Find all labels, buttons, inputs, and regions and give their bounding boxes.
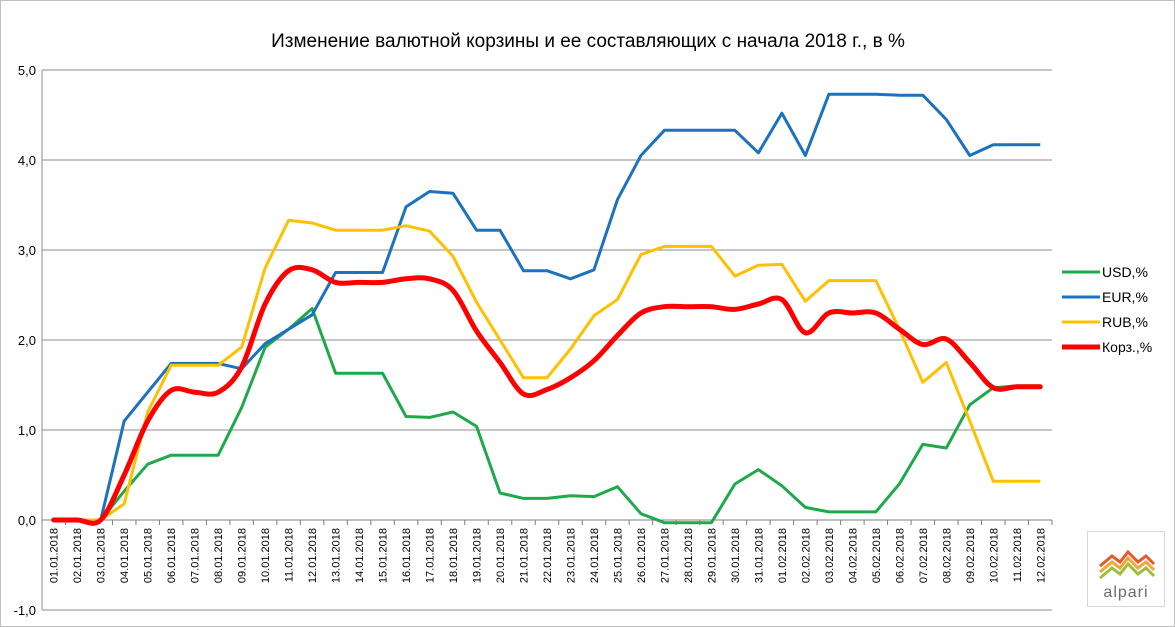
x-tick-label: 30.01.2018 xyxy=(730,528,742,583)
chart-title: Изменение валютной корзины и ее составля… xyxy=(271,31,905,52)
y-tick-label: 0,0 xyxy=(18,513,36,528)
alpari-logo-text: alpari xyxy=(1103,584,1149,601)
x-tick-label: 03.02.2018 xyxy=(824,528,836,583)
legend-label: EUR,% xyxy=(1102,289,1148,305)
x-tick-label: 07.01.2018 xyxy=(190,528,202,583)
y-tick-label: 1,0 xyxy=(18,423,36,438)
x-tick-label: 08.01.2018 xyxy=(213,528,225,583)
y-tick-label: 4,0 xyxy=(18,153,36,168)
x-tick-label: 10.02.2018 xyxy=(988,528,1000,583)
series-line-корз xyxy=(51,264,1043,526)
x-tick-label: 05.02.2018 xyxy=(871,528,883,583)
y-tick-label: -1,0 xyxy=(14,603,36,618)
x-tick-label: 19.01.2018 xyxy=(472,528,484,583)
y-tick-label: 2,0 xyxy=(18,333,36,348)
x-tick-label: 15.01.2018 xyxy=(378,528,390,583)
x-tick-label: 16.01.2018 xyxy=(401,528,413,583)
x-tick-label: 20.01.2018 xyxy=(495,528,507,583)
y-axis-ticks: -1,0 0,0 1,0 2,0 3,0 4,0 5,0 xyxy=(14,63,36,618)
x-tick-label: 03.01.2018 xyxy=(96,528,108,583)
x-tick-label: 12.01.2018 xyxy=(307,528,319,583)
x-tick-label: 09.01.2018 xyxy=(237,528,249,583)
x-tick-label: 13.01.2018 xyxy=(331,528,343,583)
x-tick-label: 29.01.2018 xyxy=(706,528,718,583)
y-tick-label: 5,0 xyxy=(18,63,36,78)
x-tick-label: 25.01.2018 xyxy=(612,528,624,583)
x-tick-label: 01.02.2018 xyxy=(777,528,789,583)
x-tick-label: 01.01.2018 xyxy=(49,528,61,583)
x-tick-label: 06.01.2018 xyxy=(166,528,178,583)
x-tick-label: 31.01.2018 xyxy=(753,528,765,583)
legend-label: Корз.,% xyxy=(1102,339,1152,355)
x-tick-label: 12.02.2018 xyxy=(1035,528,1047,583)
x-tick-label: 10.01.2018 xyxy=(260,528,272,583)
x-tick-label: 24.01.2018 xyxy=(589,528,601,583)
x-tick-label: 14.01.2018 xyxy=(354,528,366,583)
series-lines xyxy=(51,92,1043,526)
x-tick-label: 28.01.2018 xyxy=(683,528,695,583)
x-tick-label: 23.01.2018 xyxy=(565,528,577,583)
x-tick-label: 02.02.2018 xyxy=(800,528,812,583)
x-tick-label: 06.02.2018 xyxy=(894,528,906,583)
x-axis: 01.01.2018 02.01.2018 03.01.2018 04.01.2018… xyxy=(41,519,1053,583)
legend-label: USD,% xyxy=(1102,264,1148,280)
x-tick-label: 11.02.2018 xyxy=(1012,528,1024,582)
y-tick-label: 3,0 xyxy=(18,243,36,258)
alpari-logo-mark xyxy=(1099,549,1156,580)
x-tick-label: 07.02.2018 xyxy=(918,528,930,583)
x-tick-label: 26.01.2018 xyxy=(636,528,648,583)
x-tick-label: 17.01.2018 xyxy=(425,528,437,583)
x-tick-label: 04.02.2018 xyxy=(847,528,859,583)
x-tick-label: 27.01.2018 xyxy=(659,528,671,583)
x-tick-label: 02.01.2018 xyxy=(72,528,84,583)
x-tick-label: 21.01.2018 xyxy=(519,528,531,583)
x-tick-label: 18.01.2018 xyxy=(448,528,460,583)
series-line-rub xyxy=(53,218,1041,522)
x-tick-label: 09.02.2018 xyxy=(965,528,977,583)
x-tick-label: 08.02.2018 xyxy=(941,528,953,583)
x-tick-label: 04.01.2018 xyxy=(119,528,131,583)
series-line-usd xyxy=(53,307,1041,525)
legend-label: RUB,% xyxy=(1102,314,1148,330)
alpari-logo: alpari xyxy=(1087,531,1165,607)
x-tick-label: 22.01.2018 xyxy=(542,528,554,583)
x-tick-label: 11.01.2018 xyxy=(284,528,296,582)
x-tick-label: 05.01.2018 xyxy=(143,528,155,583)
legend: USD,% EUR,% RUB,% Корз.,% xyxy=(1062,264,1152,355)
